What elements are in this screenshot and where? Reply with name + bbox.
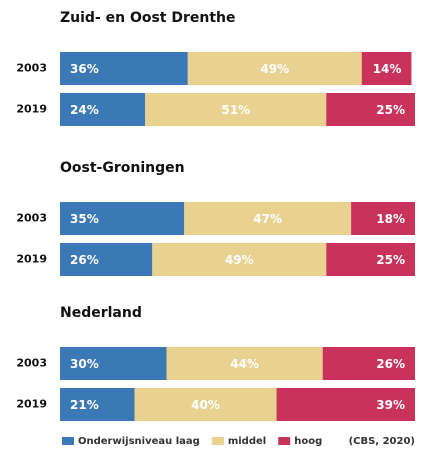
bar-segment [187,52,362,85]
value-label: 30% [70,357,99,371]
bar-segment [361,52,412,85]
bar-segment [326,243,415,276]
value-label: 51% [221,103,250,117]
y-tick-label: 2019 [16,103,47,116]
value-label: 44% [230,357,259,371]
legend-label: middel [228,436,266,447]
value-label: 21% [70,398,99,412]
legend-label: hoog [294,436,322,447]
bar-segment [60,93,146,126]
bar-segment [60,388,135,421]
bar-segment [145,93,327,126]
bar-segment [184,202,352,235]
y-tick-label: 2003 [16,62,47,75]
y-tick-label: 2019 [16,253,47,266]
panel-title: Zuid- en Oost Drenthe [60,10,236,26]
bar-segment [166,347,323,380]
legend-swatch [278,437,291,445]
value-label: 25% [376,103,405,117]
y-tick-label: 2019 [16,398,47,411]
bar-segment [60,347,167,380]
panel-title: Nederland [60,305,142,321]
value-label: 26% [70,253,99,267]
value-label: 18% [376,212,405,226]
legend-swatch [211,437,224,445]
value-label: 24% [70,103,99,117]
bar-segment [152,243,327,276]
value-label: 47% [253,212,282,226]
source: (CBS, 2020) [349,436,415,447]
value-label: 40% [191,398,220,412]
y-tick-label: 2003 [16,357,47,370]
bar-segment [351,202,415,235]
panel-title: Oost-Groningen [60,160,185,176]
bar-segment [276,388,415,421]
value-label: 25% [376,253,405,267]
bar-segment [326,93,415,126]
value-label: 36% [70,62,99,76]
value-label: 49% [225,253,254,267]
value-label: 39% [376,398,405,412]
bar-segment [60,202,185,235]
bar-segment [60,243,153,276]
legend-swatch [62,437,74,445]
value-label: 49% [260,62,289,76]
bar-segment [322,347,415,380]
value-label: 14% [373,62,402,76]
bar-segment [60,52,188,85]
value-label: 26% [376,357,405,371]
legend-label: Onderwijsniveau laag [78,436,200,447]
y-tick-label: 2003 [16,212,47,225]
value-label: 35% [70,212,99,226]
bar-segment [134,388,277,421]
